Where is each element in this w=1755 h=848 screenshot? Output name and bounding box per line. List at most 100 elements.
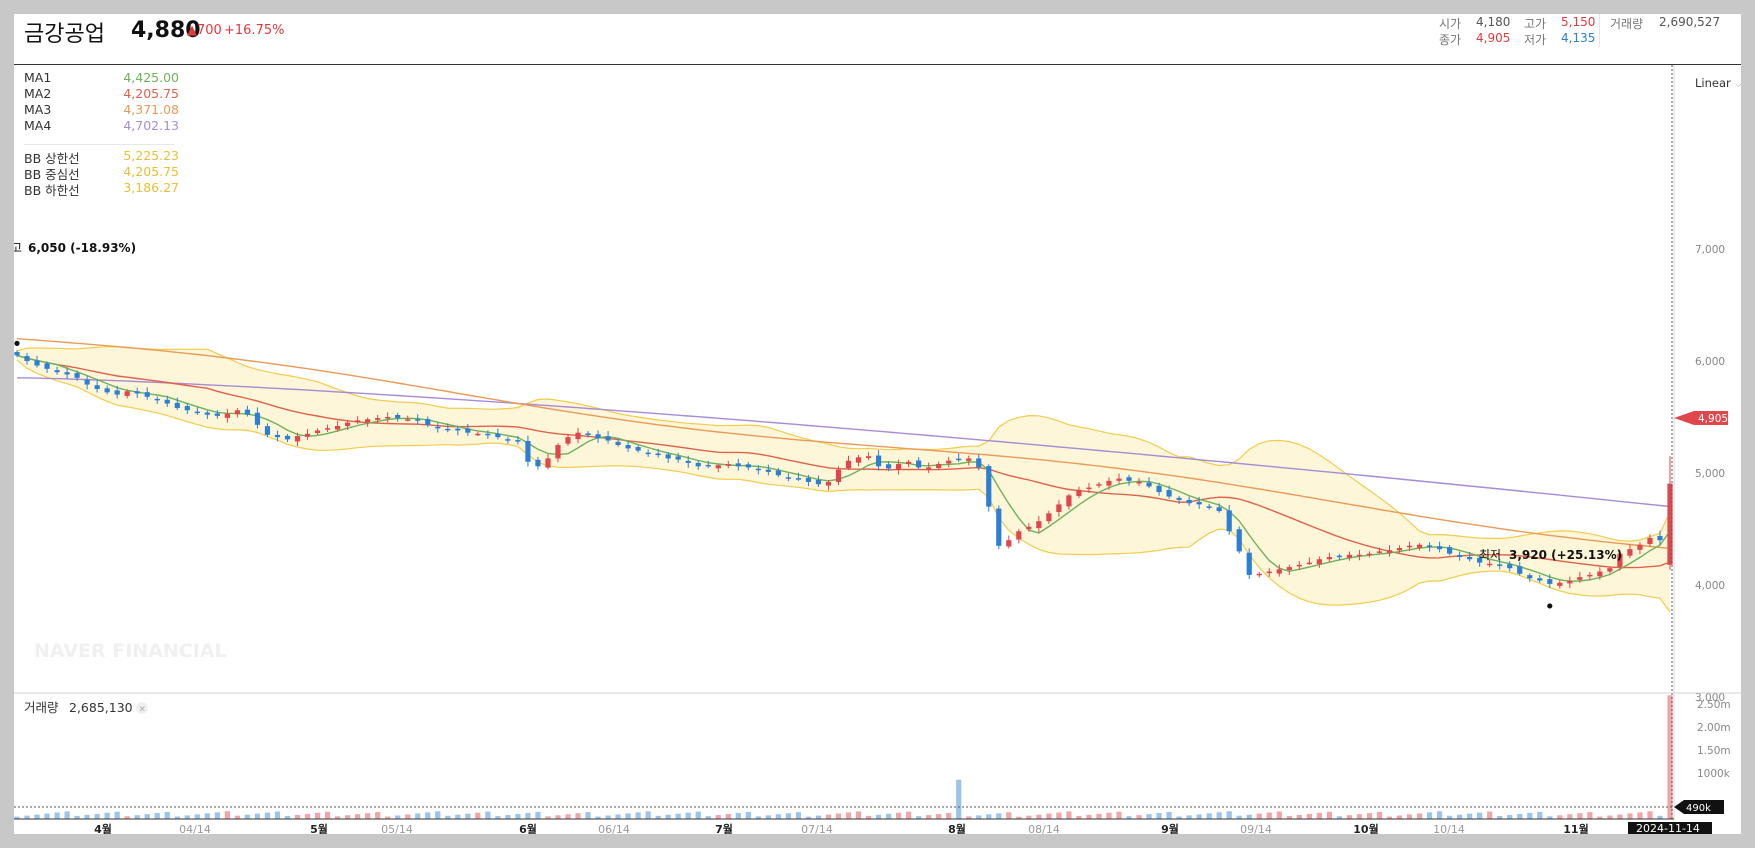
- candle: [1627, 544, 1633, 559]
- candle: [515, 436, 521, 445]
- candle: [916, 457, 922, 470]
- volume-bar: [445, 815, 451, 819]
- volume-bar: [14, 816, 20, 819]
- price-axis-label: 7,000: [1695, 244, 1725, 256]
- volume-bar: [825, 814, 832, 819]
- volume-bar: [1076, 815, 1082, 819]
- candle: [465, 423, 471, 437]
- volume-bar: [1106, 812, 1112, 819]
- candle: [1567, 576, 1573, 588]
- legend-value: 3,186.27: [123, 180, 179, 195]
- volume-bar: [695, 811, 701, 819]
- candle: [1056, 500, 1062, 517]
- volume-bar: [615, 814, 621, 819]
- volume-bar: [1376, 812, 1383, 819]
- volume-bar: [1597, 816, 1603, 819]
- volume-bar: [254, 813, 261, 819]
- stock-name[interactable]: 금강공업: [24, 22, 105, 47]
- volume-bar: [855, 811, 862, 819]
- volume-bar: [1517, 813, 1523, 819]
- volume-bar: [565, 814, 571, 819]
- volume-bar: [1026, 815, 1032, 819]
- stock-header: 금강공업 4,880 ▲700 +16.75% 시가 4,180 고가 5,15…: [14, 14, 1741, 65]
- legend-item[interactable]: MA2 4,205.75: [14, 86, 179, 102]
- low-value: 4,135: [1561, 31, 1596, 45]
- period-high-label: 6,050 (-18.93%): [28, 241, 136, 255]
- date-axis-label: 04/14: [179, 823, 211, 834]
- plot-background: [14, 65, 1674, 819]
- candle: [625, 440, 631, 452]
- volume-bar: [1006, 812, 1012, 819]
- volume-bar: [815, 815, 822, 819]
- volume-bar: [1066, 811, 1072, 819]
- candle: [1667, 456, 1673, 570]
- candle: [1146, 477, 1152, 489]
- legend-item[interactable]: BB 중심선 4,205.75: [14, 164, 179, 182]
- candle: [855, 454, 862, 467]
- low-label: 저가: [1524, 33, 1547, 47]
- volume-bar: [124, 816, 130, 819]
- bollinger-lower-line: [16, 359, 1671, 613]
- volume-bar: [34, 814, 40, 819]
- candle: [1296, 561, 1302, 570]
- volume-bar: [1447, 815, 1453, 819]
- scale-mode-select[interactable]: Linear: [1695, 76, 1731, 90]
- candle: [435, 422, 441, 433]
- volume-bar: [845, 812, 852, 819]
- legend-name: BB 상한선: [24, 151, 80, 166]
- legend-item[interactable]: MA4 4,702.13: [14, 118, 179, 134]
- volume-bar: [896, 812, 902, 819]
- price-chart[interactable]: NAVER FINANCIAL 최고 6,050 (-18.93%) 최저 3,…: [14, 14, 1741, 834]
- candle: [1376, 547, 1383, 554]
- volume-bar: [1537, 811, 1543, 819]
- candle: [505, 436, 511, 444]
- candle: [785, 473, 791, 482]
- price-axis-label: 5,000: [1695, 468, 1725, 480]
- volume-close-button[interactable]: [136, 702, 148, 714]
- volume-bar: [1627, 813, 1633, 819]
- legend-value: 4,425.00: [123, 70, 179, 85]
- candle: [1306, 557, 1312, 565]
- candle: [1106, 477, 1112, 490]
- candle: [946, 456, 952, 468]
- close-icon[interactable]: ×: [139, 705, 147, 715]
- candle: [1477, 555, 1483, 567]
- ma1-line: [16, 354, 1671, 582]
- candle: [345, 419, 351, 430]
- candle: [1527, 573, 1533, 582]
- candle: [695, 460, 701, 470]
- date-axis-label: 9월: [1161, 822, 1179, 834]
- close-label: 종가: [1439, 33, 1462, 47]
- chevron-down-icon[interactable]: ⌵: [1735, 80, 1741, 90]
- candle: [34, 355, 40, 368]
- volume-bar: [1326, 811, 1332, 819]
- candle: [1216, 503, 1222, 513]
- candle: [334, 420, 341, 432]
- candle: [1607, 566, 1613, 574]
- candle: [1126, 474, 1132, 486]
- candle: [1116, 473, 1122, 484]
- candle: [385, 412, 391, 423]
- candle: [24, 352, 30, 365]
- legend-item[interactable]: MA3 4,371.08: [14, 102, 179, 118]
- volume-bar: [916, 816, 922, 819]
- candle: [835, 466, 842, 486]
- volume-bar: [936, 814, 942, 819]
- candle: [134, 387, 140, 398]
- legend-item[interactable]: MA1 4,425.00: [14, 70, 179, 86]
- volume-bar: [715, 815, 721, 819]
- candle: [1286, 564, 1292, 575]
- volume-bar: [314, 812, 321, 819]
- date-axis-label: 06/14: [598, 823, 630, 834]
- volume-bar: [1416, 813, 1423, 819]
- volume-bar: [685, 812, 691, 819]
- volume-bar: [525, 812, 531, 819]
- volume-bar: [405, 814, 411, 819]
- volume-bar: [785, 813, 791, 819]
- volume-bar: [1196, 814, 1202, 819]
- legend-item[interactable]: BB 하한선 3,186.27: [14, 180, 179, 198]
- candle: [74, 370, 80, 381]
- volume-bar: [1587, 812, 1593, 819]
- legend-item[interactable]: BB 상한선 5,225.23: [14, 148, 179, 166]
- date-axis-label: 10/14: [1433, 823, 1465, 834]
